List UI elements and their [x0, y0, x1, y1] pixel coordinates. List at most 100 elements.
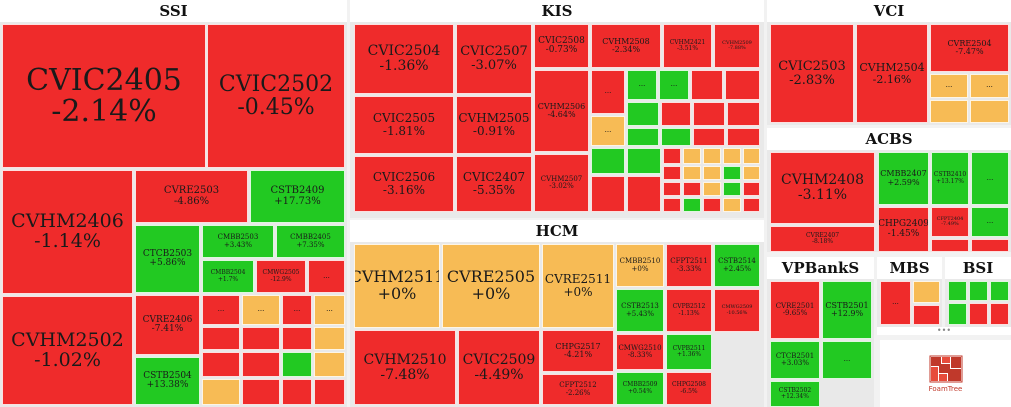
treemap-cell-more[interactable]: ... [314, 295, 345, 325]
treemap-cell-cvic2502[interactable]: CVIC2502 -0.45% [207, 24, 345, 168]
treemap-cell-small[interactable] [930, 100, 968, 123]
treemap-cell-cmwg2510[interactable]: CMWG2510 -8.33% [616, 334, 664, 370]
treemap-cell-cvhm2502[interactable]: CVHM2502 -1.02% [2, 296, 133, 405]
treemap-cell-small[interactable] [948, 281, 967, 301]
treemap-cell-small[interactable] [282, 352, 312, 377]
treemap-cell-cstb2513[interactable]: CSTB2513 +5.43% [616, 289, 664, 332]
treemap-cell-more[interactable]: ... [971, 207, 1009, 237]
treemap-cell-cmbb2405[interactable]: CMBB2405 +7.35% [276, 225, 345, 258]
treemap-cell-more[interactable]: ... [930, 74, 968, 98]
treemap-cell-small[interactable] [242, 352, 280, 377]
treemap-cell-chpg2409[interactable]: CHPG2409 -1.45% [878, 207, 929, 252]
treemap-cell-small[interactable] [913, 305, 940, 325]
treemap-cell-small[interactable] [663, 182, 681, 196]
treemap-cell-small[interactable] [703, 182, 721, 196]
group-title[interactable]: KIS [350, 0, 764, 22]
treemap-cell-small[interactable] [661, 128, 691, 146]
treemap-cell-cvhm2421[interactable]: CVHM2421 -3.51% [663, 24, 712, 68]
treemap-cell-small[interactable] [202, 352, 240, 377]
group-panel-bsi[interactable]: BSI [945, 257, 1011, 333]
resize-handle[interactable]: ••• [877, 327, 1011, 335]
treemap-cell-small[interactable] [931, 239, 969, 252]
group-title[interactable]: ACBS [767, 128, 1011, 150]
treemap-cell-cvic2508[interactable]: CVIC2508 -0.73% [534, 24, 589, 68]
treemap-cell-cstb2410[interactable]: CSTB2410 +13.17% [931, 152, 969, 205]
treemap-cell-cvhm2406[interactable]: CVHM2406 -1.14% [2, 170, 133, 294]
treemap-cell-small[interactable] [242, 327, 280, 350]
treemap-cell-ctcb2503[interactable]: CTCB2503 +5.86% [135, 225, 200, 293]
treemap-cell-cmbb2504[interactable]: CMBB2504 +1.7% [202, 260, 254, 293]
group-title[interactable]: HCM [350, 220, 764, 242]
treemap-cell-small[interactable] [627, 176, 661, 212]
treemap-cell-small[interactable] [683, 182, 701, 196]
treemap-cell-ctcb2501[interactable]: CTCB2501 +3.03% [770, 341, 820, 379]
treemap-cell-cmbb2407[interactable]: CMBB2407 +2.59% [878, 152, 929, 205]
treemap-cell-small[interactable] [663, 198, 681, 212]
treemap-cell-cvic2503[interactable]: CVIC2503 -2.83% [770, 24, 854, 123]
treemap-cell-cstb2502[interactable]: CSTB2502 +12.34% [770, 381, 820, 407]
treemap-cell-small[interactable] [970, 100, 1009, 123]
treemap-cell-small[interactable] [693, 102, 725, 126]
treemap-cell-small[interactable] [627, 102, 659, 126]
treemap-cell-small[interactable] [693, 128, 725, 146]
treemap-cell-small[interactable] [723, 166, 741, 180]
treemap-cell-cvre2406[interactable]: CVRE2406 -7.41% [135, 295, 200, 355]
treemap-cell-more[interactable]: ... [308, 260, 345, 293]
treemap-cell-cmbb2510[interactable]: CMBB2510 +0% [616, 244, 664, 287]
treemap-cell-small[interactable] [282, 379, 312, 405]
treemap-cell-small[interactable] [743, 198, 760, 212]
treemap-cell-small[interactable] [314, 327, 345, 350]
treemap-cell-small[interactable] [202, 379, 240, 405]
treemap-cell-small[interactable] [723, 182, 741, 196]
treemap-cell-cvic2506[interactable]: CVIC2506 -3.16% [354, 156, 454, 212]
treemap-cell-cmbb2509[interactable]: CMBB2509 +0.54% [616, 372, 664, 405]
treemap-cell-cvre2501[interactable]: CVRE2501 -9.65% [770, 281, 820, 339]
treemap-cell-small[interactable] [683, 166, 701, 180]
treemap-cell-cvic2509[interactable]: CVIC2509 -4.49% [458, 330, 540, 405]
treemap-cell-cvre2407[interactable]: CVRE2407 -8.18% [770, 226, 875, 252]
treemap-cell-small[interactable] [969, 281, 988, 301]
treemap-cell-cvre2505[interactable]: CVRE2505 +0% [442, 244, 540, 328]
treemap-cell-small[interactable] [683, 148, 701, 164]
treemap-cell-small[interactable] [703, 148, 721, 164]
treemap-cell-small[interactable] [969, 303, 988, 325]
treemap-cell-small[interactable] [948, 303, 967, 325]
treemap-cell-cvre2503[interactable]: CVRE2503 -4.86% [135, 170, 248, 223]
treemap-cell-small[interactable] [723, 148, 741, 164]
treemap-cell-small[interactable] [591, 148, 625, 174]
treemap-cell-more[interactable]: ... [822, 341, 872, 379]
treemap-cell-cvpb2511[interactable]: CVPB2511 +1.36% [666, 334, 712, 370]
treemap-cell-cvic2407[interactable]: CVIC2407 -5.35% [456, 156, 532, 212]
treemap-cell-small[interactable] [743, 182, 760, 196]
treemap-cell-more[interactable]: ... [627, 70, 657, 100]
treemap-cell-cvhm2508[interactable]: CVHM2508 -2.34% [591, 24, 661, 68]
treemap-cell-small[interactable] [282, 327, 312, 350]
treemap-cell-small[interactable] [971, 239, 1009, 252]
group-panel-vci[interactable]: VCI CVIC2503 -2.83% CVHM2504 -2.16% CVRE2504-… [767, 0, 1011, 125]
treemap-cell-chpg2517[interactable]: CHPG2517 -4.21% [542, 330, 614, 372]
treemap-cell-small[interactable] [703, 166, 721, 180]
group-title[interactable]: MBS [877, 257, 942, 279]
treemap-cell-cvic2507[interactable]: CVIC2507 -3.07% [456, 24, 532, 94]
treemap-cell-small[interactable] [727, 128, 760, 146]
treemap-cell-cstb2501[interactable]: CSTB2501 +12.9% [822, 281, 872, 339]
treemap-cell-cmbb2503[interactable]: CMBB2503 +3.43% [202, 225, 274, 258]
treemap-cell-small[interactable] [703, 198, 721, 212]
treemap-cell-cvhm2507[interactable]: CVHM2507 -3.02% [534, 154, 589, 212]
treemap-cell-more[interactable]: ... [659, 70, 689, 100]
treemap-cell-small[interactable] [627, 148, 661, 174]
treemap-cell-more[interactable]: ... [970, 74, 1009, 98]
treemap-cell-small[interactable] [913, 281, 940, 303]
treemap-cell-cfpt2404[interactable]: CFPT2404 -7.49% [931, 207, 969, 237]
treemap-cell-small[interactable] [990, 281, 1009, 301]
treemap-cell-cfpt2511[interactable]: CFPT2511 -3.33% [666, 244, 712, 287]
treemap-cell-cvic2504[interactable]: CVIC2504 -1.36% [354, 24, 454, 94]
treemap-cell-small[interactable] [202, 327, 240, 350]
treemap-cell-chpg2508[interactable]: CHPG2508 -6.5% [666, 372, 712, 405]
group-title[interactable]: VCI [767, 0, 1011, 22]
treemap-cell-cvpb2512[interactable]: CVPB2512 -1.13% [666, 289, 712, 332]
treemap-cell-small[interactable] [242, 379, 280, 405]
group-panel-acbs[interactable]: ACBS CVHM2408 -3.11% CMBB2407 +2.59% CSTB2410… [767, 128, 1011, 252]
treemap-cell-small[interactable] [723, 198, 741, 212]
treemap-cell-more[interactable]: ... [880, 281, 911, 325]
